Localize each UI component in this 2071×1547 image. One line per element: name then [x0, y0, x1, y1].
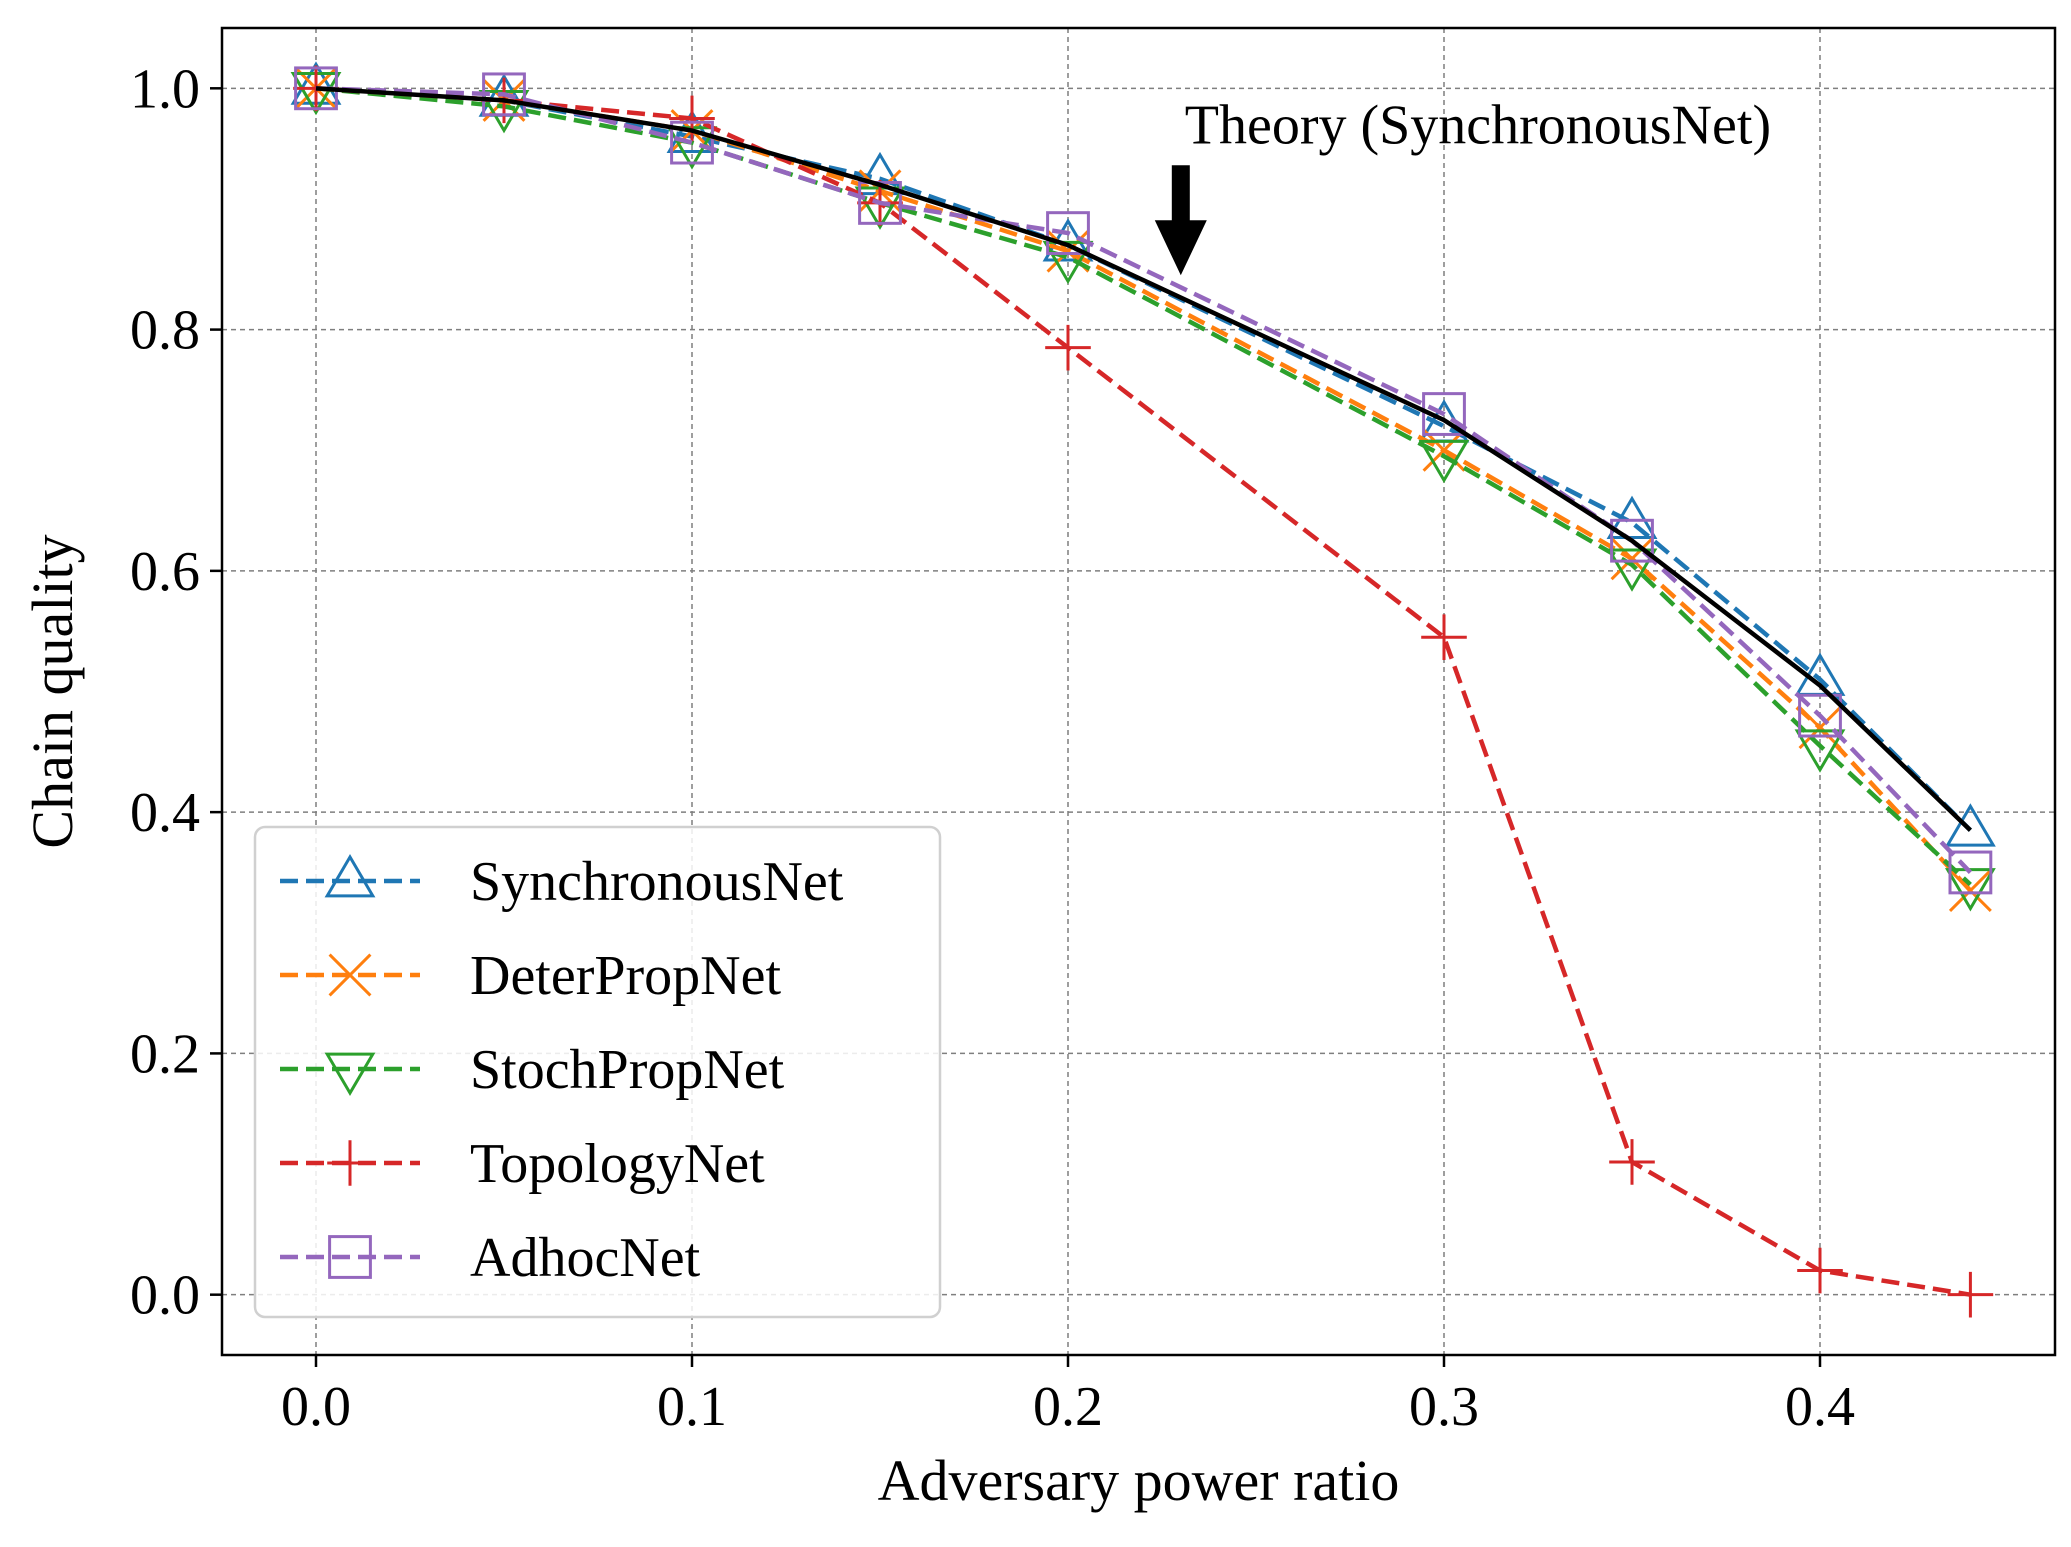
legend-item-stochpropnet: StochPropNet: [280, 1039, 785, 1101]
legend-item-synchronousnet: SynchronousNet: [280, 851, 844, 913]
legend-label: DeterPropNet: [470, 945, 781, 1007]
data-point-marker: [1610, 518, 1654, 563]
legend-item-deterpropnet: DeterPropNet: [280, 945, 781, 1007]
plot-frame: [220, 26, 2057, 1357]
data-point-marker: [482, 72, 526, 117]
data-point-marker: [1046, 211, 1090, 255]
data-point-marker: [1418, 439, 1470, 484]
annotation-text: Theory (SynchronousNet): [1185, 94, 1771, 156]
y-tick-label: 0.6: [130, 541, 200, 603]
data-point-marker: [669, 95, 715, 142]
series-line: [315, 86, 1972, 887]
data-point-marker: [1798, 693, 1842, 738]
legend: SynchronousNet DeterPropNet StochPropNet To…: [253, 825, 942, 1319]
data-point-marker: [1948, 869, 1992, 913]
x-tick-label: 0.0: [281, 1376, 351, 1438]
data-point-marker: [1947, 1271, 1994, 1318]
data-point-marker: [1610, 537, 1654, 581]
data-point-marker: [1798, 706, 1842, 750]
annotation-arrow: [1154, 165, 1207, 276]
legend-swatch-marker: [327, 1140, 373, 1186]
legend-label: AdhocNet: [470, 1227, 701, 1289]
data-point-marker: [1045, 324, 1091, 371]
y-axis-label: Chain quality: [20, 534, 85, 848]
legend-label: TopologyNet: [470, 1133, 765, 1195]
data-point-marker: [1606, 548, 1658, 592]
data-point-marker: [1794, 729, 1846, 773]
data-point-marker: [1422, 392, 1466, 436]
x-tick-label: 0.1: [657, 1376, 727, 1438]
data-point-marker: [1606, 495, 1658, 539]
y-tick-label: 0.2: [130, 1023, 200, 1085]
data-point-marker: [1944, 803, 1996, 847]
legend-label: SynchronousNet: [470, 851, 844, 913]
data-point-marker: [1609, 1139, 1655, 1185]
legend-box: [253, 825, 942, 1319]
theory-line: [315, 86, 1972, 832]
legend-swatch-marker: [324, 1052, 376, 1096]
data-point-marker: [670, 120, 714, 165]
legend-item-topologynet: TopologyNet: [280, 1133, 765, 1195]
series-line: [315, 86, 1973, 875]
data-point-marker: [1797, 1247, 1843, 1294]
x-axis-label: Adversary power ratio: [878, 1448, 1400, 1513]
annotation-layer: Theory (SynchronousNet): [1154, 94, 1771, 276]
axis-ticks: 0.0 0.1 0.2 0.3 0.4 0.0 0.2 0.4 0.6 0.8 1.0: [130, 58, 1855, 1438]
legend-swatch-marker: [328, 953, 372, 997]
y-tick-label: 0.8: [130, 300, 200, 362]
legend-swatch-marker: [324, 854, 376, 898]
x-tick-label: 0.3: [1409, 1376, 1479, 1438]
x-tick-label: 0.2: [1033, 1376, 1103, 1438]
x-tick-label: 0.4: [1785, 1376, 1855, 1438]
data-point-marker: [1948, 850, 1993, 895]
theory-layer: [315, 86, 1972, 832]
y-tick-label: 0.0: [130, 1265, 200, 1327]
data-point-marker: [1042, 240, 1094, 285]
legend-label: StochPropNet: [470, 1039, 785, 1101]
legend-swatch-marker: [328, 1235, 372, 1279]
data-point-marker: [1421, 614, 1467, 661]
data-point-marker: [1422, 428, 1466, 472]
y-tick-label: 1.0: [130, 58, 200, 120]
y-tick-label: 0.4: [130, 782, 200, 844]
legend-item-adhocnet: AdhocNet: [280, 1227, 701, 1289]
